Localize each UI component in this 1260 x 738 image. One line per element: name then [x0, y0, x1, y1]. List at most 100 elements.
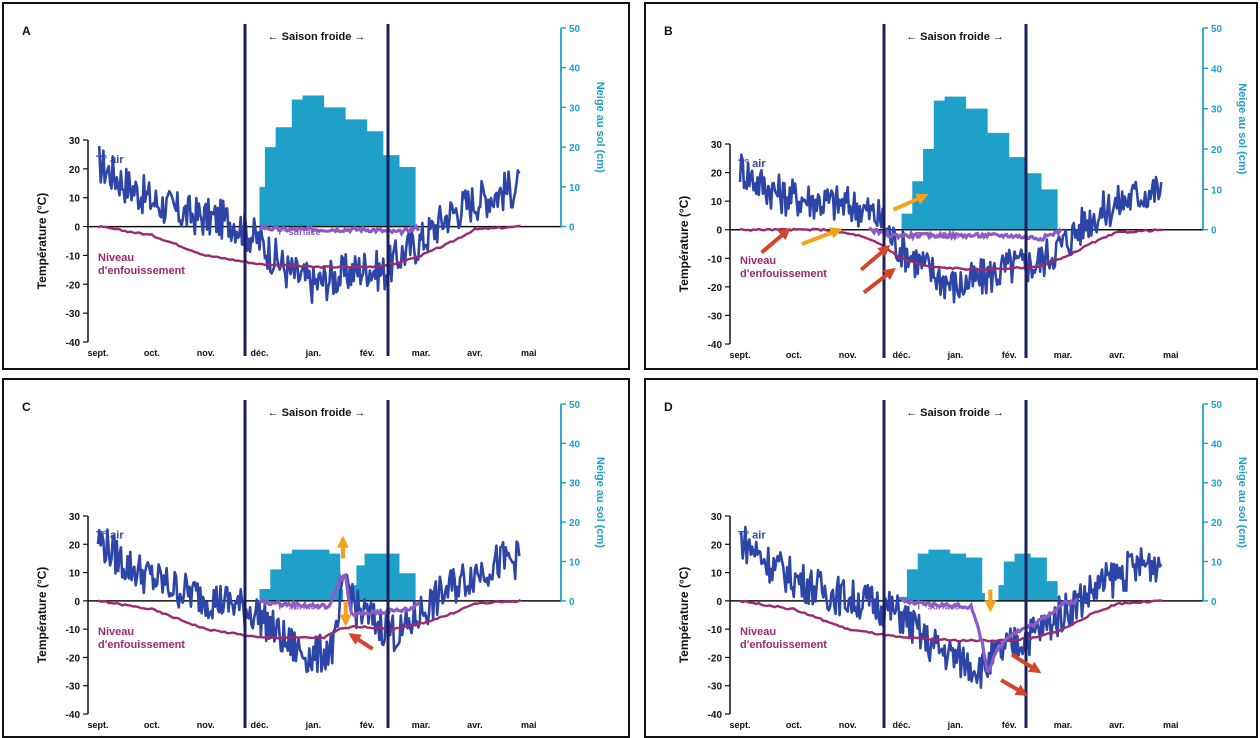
y-tick-label: -30 — [66, 682, 81, 693]
y2-tick-label: 50 — [1211, 24, 1223, 35]
y2-tick-label: 40 — [1211, 64, 1223, 75]
air-label: T° air — [738, 530, 766, 542]
chart-panel-b: B ← Saison froide → 30 20 10 0 -10 -20 -30 -40 Te… — [644, 2, 1258, 370]
x-tick-label: oct. — [786, 350, 802, 360]
y-tick-label: 0 — [716, 597, 722, 608]
y2-axis-title: Neige au sol (cm) — [1236, 83, 1248, 174]
burial-label: Niveau d'enfouissement — [98, 252, 185, 277]
x-tick-label: sept. — [87, 720, 108, 730]
air-label: T° air — [96, 154, 124, 166]
x-tick-label: nov. — [839, 720, 857, 730]
x-tick-label: nov. — [197, 720, 215, 730]
x-tick-label: déc. — [893, 720, 911, 730]
x-tick-label: jan. — [305, 720, 322, 730]
x-tick-label: oct. — [786, 720, 802, 730]
y2-tick-label: 30 — [1211, 105, 1223, 116]
y-tick-label: 10 — [69, 194, 81, 205]
burial-label: Niveau d'enfouissement — [98, 626, 185, 651]
x-tick-label: avr. — [467, 720, 483, 730]
x-tick-label: avr. — [1109, 350, 1125, 360]
x-tick-label: mar. — [1054, 350, 1073, 360]
y2-axis-title: Neige au sol (cm) — [1236, 457, 1248, 548]
y-tick-label: 20 — [711, 169, 723, 180]
annotation-arrowhead — [829, 227, 843, 239]
y2-tick-label: 0 — [569, 597, 575, 608]
burial-label: Niveau d'enfouissement — [740, 626, 827, 651]
y2-tick-label: 20 — [569, 518, 581, 529]
air-temperature-line — [739, 525, 1163, 690]
x-tick-label: fév. — [1002, 350, 1017, 360]
air-temperature-line — [738, 153, 1163, 304]
annotation-arrowhead — [915, 193, 929, 205]
annotation-arrowhead — [336, 535, 349, 548]
y-tick-label: 0 — [74, 597, 80, 608]
surface-label: T° surface — [277, 601, 321, 611]
surface-label: T° surface — [916, 230, 960, 240]
x-tick-label: oct. — [144, 720, 160, 730]
y2-tick-label: 10 — [569, 557, 581, 568]
x-tick-label: sept. — [87, 348, 108, 358]
surface-temperature-line — [900, 596, 1078, 674]
x-tick-label: mai — [1163, 350, 1179, 360]
y-tick-label: -40 — [708, 710, 723, 721]
x-tick-label: oct. — [144, 348, 160, 358]
air-label: T° air — [738, 158, 766, 170]
snow-depth-area — [259, 549, 416, 601]
y-axis-title: Température (°C) — [35, 193, 49, 290]
x-tick-label: fév. — [360, 720, 375, 730]
y-tick-label: 0 — [716, 226, 722, 237]
surface-label: T° surface — [277, 227, 321, 237]
x-tick-label: nov. — [197, 348, 215, 358]
x-tick-label: déc. — [251, 720, 269, 730]
surface-temperature-line — [259, 223, 421, 238]
x-tick-label: mar. — [412, 720, 431, 730]
y-tick-label: -30 — [66, 309, 81, 320]
y-tick-label: 30 — [711, 512, 723, 523]
y-tick-label: -20 — [708, 283, 723, 294]
annotation-arrowhead — [777, 227, 791, 241]
y-tick-label: 10 — [711, 197, 723, 208]
chart-panel-a: A ← Saison froide → 30 20 10 0 -10 -20 -30 -40 Te… — [2, 2, 630, 370]
air-temperature-line — [97, 145, 521, 305]
panel-svg: ← Saison froide → 30 20 10 0 -10 -20 -30 -40 Temp… — [35, 400, 606, 730]
y2-tick-label: 50 — [569, 24, 581, 35]
annotation-arrowhead — [1027, 661, 1042, 674]
y2-axis-title: Neige au sol (cm) — [594, 457, 606, 548]
annotation-arrowhead — [348, 633, 362, 645]
season-label: ← Saison froide → — [906, 407, 1004, 419]
x-tick-label: mar. — [1054, 720, 1073, 730]
y-tick-label: -40 — [66, 710, 81, 721]
y2-tick-label: 20 — [1211, 518, 1223, 529]
y2-tick-label: 30 — [569, 479, 581, 490]
x-tick-label: mai — [521, 348, 537, 358]
x-tick-label: fév. — [1002, 720, 1017, 730]
burial-level-line — [97, 224, 521, 270]
burial-level-line — [739, 599, 1163, 643]
annotation-arrowhead — [1014, 684, 1028, 696]
chart-panel-c: C ← Saison froide → 30 20 10 0 -10 -20 -30 -40 Te… — [2, 378, 630, 738]
y2-tick-label: 50 — [569, 400, 581, 411]
y2-tick-label: 40 — [569, 64, 581, 75]
panel-svg: ← Saison froide → 30 20 10 0 -10 -20 -30 -40 Temp… — [677, 24, 1248, 360]
y2-tick-label: 40 — [569, 439, 581, 450]
y-tick-label: 30 — [69, 512, 81, 523]
y-tick-label: 20 — [69, 540, 81, 551]
x-tick-label: sept. — [729, 350, 750, 360]
y-tick-label: 30 — [69, 136, 81, 147]
y-tick-label: -10 — [66, 251, 81, 262]
x-tick-label: déc. — [893, 350, 911, 360]
season-label: ← Saison froide → — [268, 407, 366, 419]
x-tick-label: jan. — [305, 348, 322, 358]
y-tick-label: -10 — [708, 625, 723, 636]
panel-letter: D — [664, 400, 673, 414]
panel-letter: B — [664, 24, 673, 38]
surface-temperature-line — [258, 572, 421, 619]
y-tick-label: 10 — [711, 569, 723, 580]
y-tick-label: -10 — [708, 254, 723, 265]
y2-tick-label: 20 — [1211, 145, 1223, 156]
y-tick-label: -20 — [708, 653, 723, 664]
snow-depth-area — [259, 95, 416, 227]
season-label: ← Saison froide → — [906, 31, 1004, 43]
annotation-arrowhead — [877, 244, 891, 258]
panel-svg: ← Saison froide → 30 20 10 0 -10 -20 -30 -40 Temp… — [35, 24, 606, 358]
